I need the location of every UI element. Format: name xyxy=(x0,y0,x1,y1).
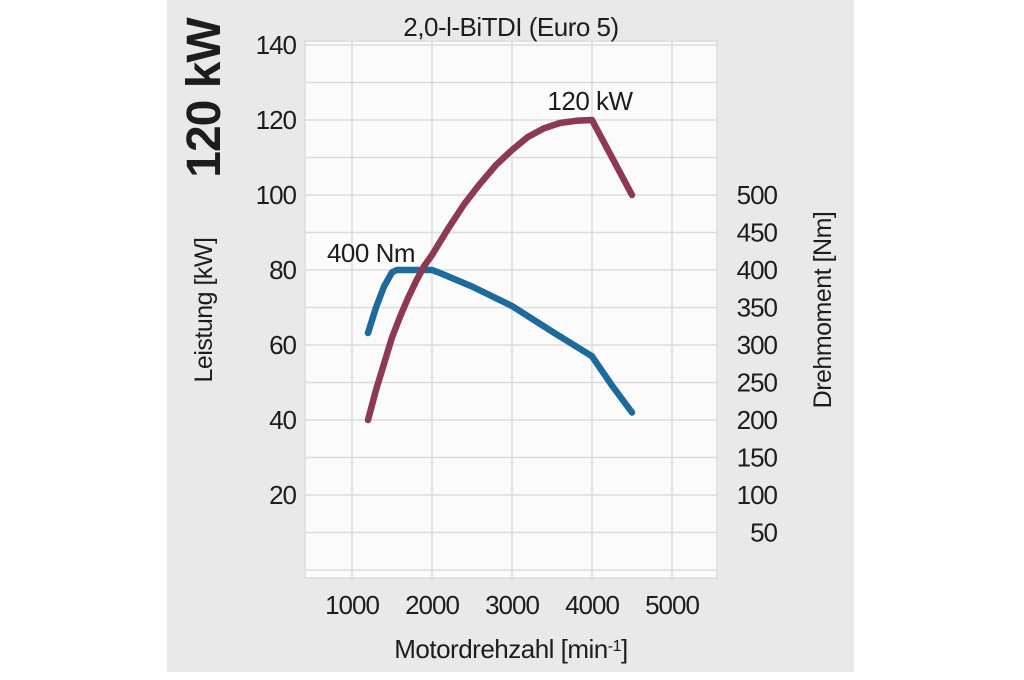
y-right-tick-label: 300 xyxy=(737,330,778,360)
y-right-tick-label: 450 xyxy=(737,218,778,248)
x-tick-label: 5000 xyxy=(645,590,699,620)
y-right-tick-label: 400 xyxy=(737,255,778,285)
power-curve xyxy=(364,116,636,424)
y-right-tick-label: 150 xyxy=(737,443,778,473)
plot-area xyxy=(305,41,717,578)
y-right-tick-label: 100 xyxy=(737,480,778,510)
y-left-tick-label: 100 xyxy=(256,180,297,210)
y-right-tick-label: 50 xyxy=(750,518,777,548)
x-axis-label-superscript: -1 xyxy=(607,638,622,655)
x-tick-label: 4000 xyxy=(565,590,619,620)
y-axis-right-label: Drehmoment [Nm] xyxy=(808,211,837,409)
x-axis-label-close-bracket: ] xyxy=(621,634,628,664)
y-left-tick-label: 60 xyxy=(269,330,296,360)
y-right-tick-label: 500 xyxy=(737,180,778,210)
big-power-rating-label: 120 kW xyxy=(177,18,231,178)
plot-border xyxy=(304,40,718,579)
y-left-tick-label: 80 xyxy=(269,255,296,285)
x-tick-label: 1000 xyxy=(325,590,379,620)
power-curve-label: 120 kW xyxy=(547,86,633,116)
torque-curve xyxy=(364,266,636,416)
y-right-tick-label: 350 xyxy=(737,293,778,323)
y-left-tick-label: 20 xyxy=(269,480,296,510)
x-axis-label-text: Motordrehzahl [min xyxy=(394,634,608,664)
y-right-tick-label: 250 xyxy=(737,368,778,398)
y-right-tick-label: 200 xyxy=(737,405,778,435)
torque-curve-label: 400 Nm xyxy=(326,238,416,268)
x-tick-label: 3000 xyxy=(485,590,539,620)
y-axis-left-label: Leistung [kW] xyxy=(189,237,218,383)
chart-title: 2,0-l-BiTDI (Euro 5) xyxy=(403,12,619,42)
y-left-tick-label: 120 xyxy=(256,105,297,135)
y-left-tick-label: 140 xyxy=(256,30,297,60)
x-axis-label: Motordrehzahl [min-1] xyxy=(311,634,711,665)
x-tick-label: 2000 xyxy=(405,590,459,620)
y-left-tick-label: 40 xyxy=(269,405,296,435)
